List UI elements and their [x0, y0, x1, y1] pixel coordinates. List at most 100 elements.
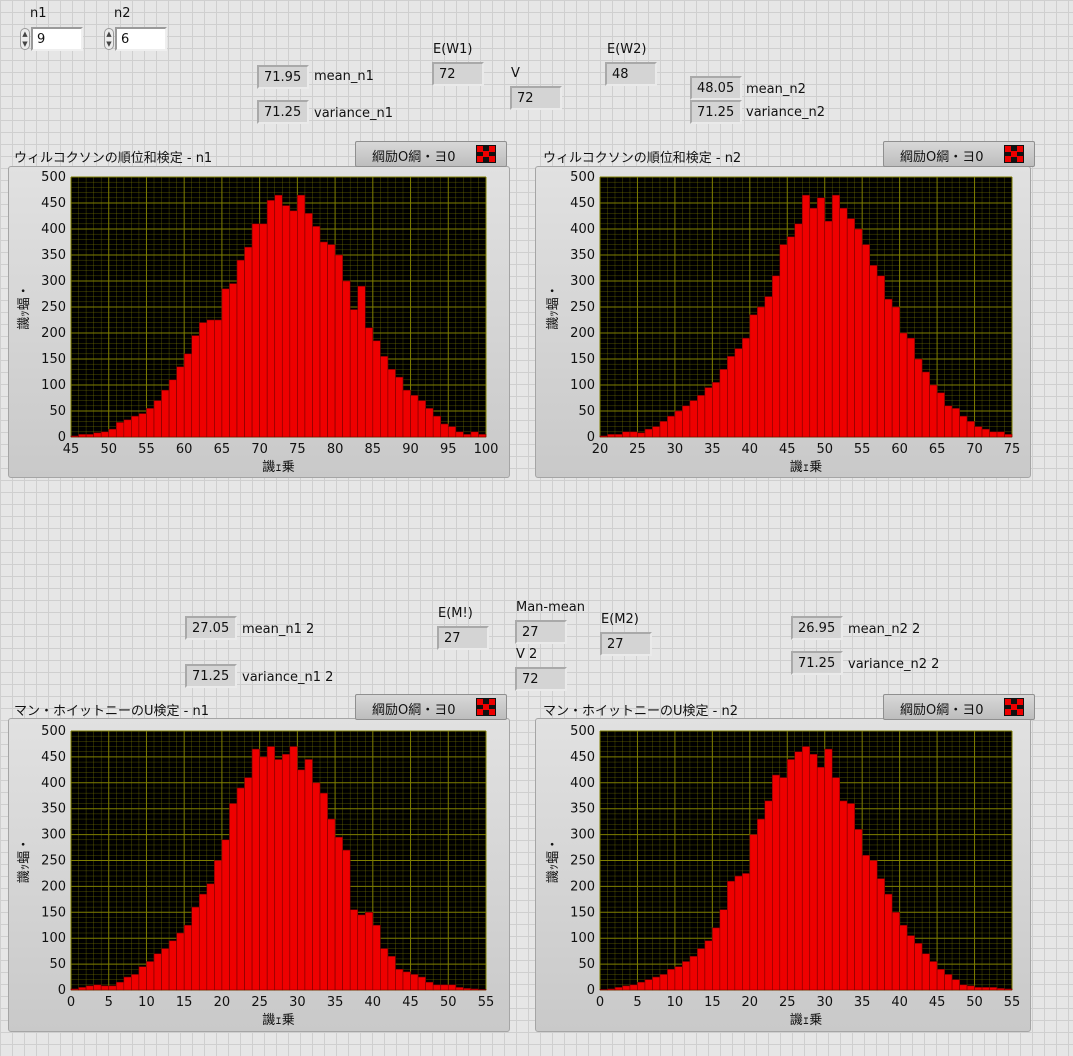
chart-title-wilcoxon-n2: ウィルコクソンの順位和検定 - n2 [543, 151, 742, 166]
histogram-bar [478, 434, 487, 438]
x-tick-label: 60 [176, 442, 193, 457]
x-tick-label: 40 [891, 995, 908, 1010]
histogram-bar [764, 296, 773, 438]
histogram-bar [221, 288, 230, 438]
mean-n2-2-label: mean_n2 2 [848, 622, 921, 637]
x-tick-label: 55 [854, 442, 871, 457]
histogram-bar [334, 254, 343, 438]
histogram-bar [395, 376, 404, 438]
histogram-bar [674, 410, 683, 438]
variance-n1-label: variance_n1 [314, 106, 393, 121]
histogram-bar [794, 751, 803, 991]
histogram-bar [697, 395, 706, 438]
histogram-bar [614, 434, 623, 438]
histogram-bar [824, 220, 833, 438]
ew2-indicator: 48 [605, 62, 657, 86]
y-tick-label: 300 [570, 274, 595, 289]
legend-button-wilcoxon-n1[interactable]: 綱励O綱・ヨ0 [355, 141, 507, 167]
histogram-bar [357, 285, 366, 438]
legend-button-wilcoxon-n2[interactable]: 綱励O綱・ヨ0 [883, 141, 1035, 167]
y-tick-label: 450 [41, 750, 66, 765]
n1-input[interactable]: 9 [31, 27, 83, 51]
histogram-bar [259, 756, 268, 991]
histogram-bar [899, 332, 908, 438]
histogram-bar [387, 369, 396, 438]
histogram-bar [742, 873, 751, 991]
histogram-bar [244, 777, 253, 991]
variance-n2-2-indicator: 71.25 [791, 651, 843, 675]
histogram-bar [966, 985, 975, 991]
histogram-bar [410, 395, 419, 438]
histogram-bar [757, 306, 766, 438]
histogram-bar [846, 803, 855, 991]
histogram-bar [637, 981, 646, 991]
x-tick-label: 40 [742, 442, 759, 457]
histogram-bar [417, 400, 426, 438]
histogram-bar [251, 748, 260, 991]
y-tick-label: 450 [41, 196, 66, 211]
n1-increment-decrement-icon[interactable]: ▲ ▼ [20, 28, 30, 50]
histogram-bar [319, 792, 328, 991]
histogram-bar [183, 924, 193, 991]
histogram-bar [297, 769, 306, 991]
histogram-bar [974, 426, 983, 438]
histogram-bar [914, 358, 923, 438]
histogram-bar [727, 356, 736, 438]
histogram-bar [816, 197, 826, 438]
histogram-bar [839, 207, 848, 438]
plot-legend-icon [476, 698, 496, 716]
histogram-bar [229, 283, 238, 438]
histogram-bar [689, 956, 698, 991]
x-tick-label: 75 [1004, 442, 1021, 457]
histogram-bar [869, 860, 878, 991]
y-tick-label: 0 [587, 430, 595, 445]
histogram-bar [70, 435, 79, 438]
histogram-bar [749, 314, 758, 438]
histogram-bar [704, 387, 713, 438]
y-tick-label: 400 [41, 222, 66, 237]
histogram-bar [667, 968, 676, 991]
mean-n1-2-indicator: 27.05 [185, 616, 237, 640]
histogram-bar [801, 194, 811, 438]
x-tick-label: 30 [289, 995, 306, 1010]
variance-n2-2-label: variance_n2 2 [848, 657, 940, 672]
x-tick-label: 15 [704, 995, 721, 1010]
histogram-3: 0 50 100 150 200 250 300 350 400 450 500 0 5 10 15 20 25… [546, 724, 1020, 1028]
histogram-bar [93, 432, 102, 438]
x-tick-label: 55 [138, 442, 155, 457]
ew2-label: E(W2) [607, 42, 647, 57]
ew1-label: E(W1) [433, 42, 473, 57]
legend-button-mann-n2[interactable]: 綱励O綱・ヨ0 [883, 694, 1035, 720]
x-tick-label: 65 [214, 442, 231, 457]
histogram-bar [622, 431, 631, 438]
histogram-bar [85, 434, 94, 438]
x-tick-label: 10 [667, 995, 684, 1010]
histogram-bar [78, 434, 87, 438]
histogram-bar [734, 875, 743, 991]
y-tick-label: 250 [41, 300, 66, 315]
n2-input[interactable]: 6 [115, 27, 167, 51]
histogram-bar [659, 421, 668, 438]
n2-increment-decrement-icon[interactable]: ▲ ▼ [104, 28, 114, 50]
histogram-bar [78, 987, 87, 991]
y-tick-label: 350 [41, 802, 66, 817]
histogram-bar [906, 935, 915, 991]
x-axis-title: 譏ｪ乗 [790, 460, 823, 475]
chart-title-mann-n2: マン・ホイットニーのU検定 - n2 [543, 704, 738, 719]
legend-button-mann-n1[interactable]: 綱励O綱・ヨ0 [355, 694, 507, 720]
em2-label: E(M2) [601, 612, 639, 627]
y-tick-label: 0 [58, 430, 66, 445]
histogram-bar [846, 218, 855, 438]
histogram-bar [198, 893, 208, 991]
histogram-bar [689, 400, 698, 438]
n2-label: n2 [114, 6, 131, 21]
histogram-bar [244, 246, 253, 438]
histogram-bar [274, 759, 283, 991]
y-axis-title: 譏ｯ蝠・ [17, 284, 32, 330]
x-tick-label: 55 [1004, 995, 1021, 1010]
histogram-bar [622, 985, 631, 991]
histogram-bar [824, 748, 833, 991]
histogram-bar [115, 422, 125, 438]
histogram-bar [214, 319, 223, 438]
histogram-bar [138, 413, 147, 438]
